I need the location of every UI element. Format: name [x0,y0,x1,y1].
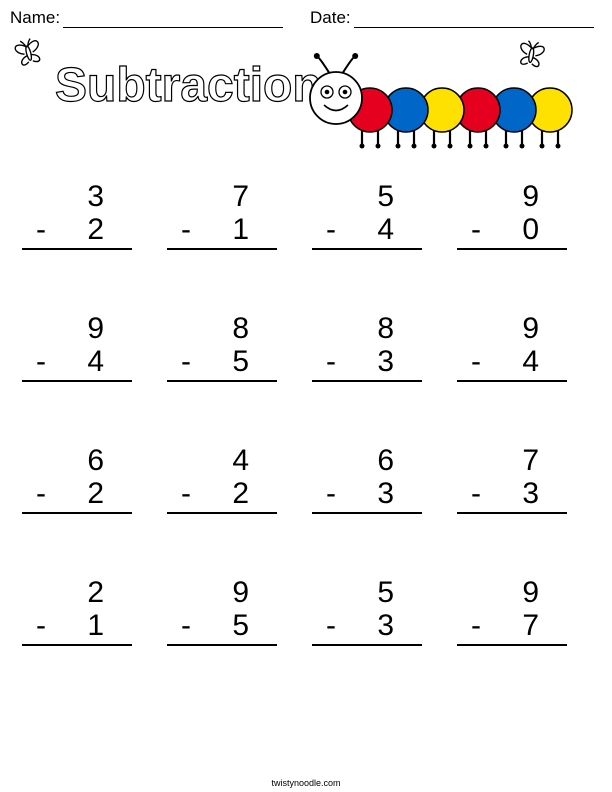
subtrahend: 2 [87,213,104,246]
minuend: 8 [167,312,277,345]
operator: - [471,213,481,246]
operator: - [181,345,191,378]
operator: - [471,609,481,642]
subtrahend: 0 [522,213,539,246]
answer-line[interactable] [167,644,277,646]
subtraction-problem: 9- 0 [457,180,567,250]
answer-line[interactable] [457,512,567,514]
date-blank[interactable] [354,10,594,28]
date-label: Date: [310,8,351,28]
subtrahend: 1 [87,609,104,642]
answer-line[interactable] [312,380,422,382]
subtraction-problem: 2- 1 [22,576,132,646]
answer-line[interactable] [22,380,132,382]
operator: - [471,477,481,510]
operator: - [181,213,191,246]
minuend: 2 [22,576,132,609]
name-blank[interactable] [63,10,283,28]
answer-line[interactable] [167,380,277,382]
minuend: 5 [312,576,422,609]
operator: - [326,213,336,246]
date-field: Date: [310,8,594,28]
subtrahend: 4 [377,213,394,246]
subtrahend: 2 [232,477,249,510]
minuend: 7 [167,180,277,213]
answer-line[interactable] [457,644,567,646]
problems-grid: 3-27-15-49-09-48-58-39-46-24-26-37-32-19… [22,180,592,646]
operator: - [36,345,46,378]
minuend: 6 [312,444,422,477]
subtrahend: 1 [232,213,249,246]
minuend: 9 [457,180,567,213]
operator: - [181,477,191,510]
answer-line[interactable] [22,644,132,646]
subtrahend: 4 [522,345,539,378]
subtrahend: 2 [87,477,104,510]
butterfly-icon [2,25,55,83]
page-title: Subtraction [55,58,322,113]
subtraction-problem: 6- 3 [312,444,422,514]
minuend: 9 [457,576,567,609]
subtraction-problem: 4- 2 [167,444,277,514]
answer-line[interactable] [457,248,567,250]
answer-line[interactable] [22,248,132,250]
answer-line[interactable] [167,512,277,514]
operator: - [326,477,336,510]
operator: - [36,609,46,642]
minuend: 7 [457,444,567,477]
operator: - [36,477,46,510]
subtrahend: 7 [522,609,539,642]
caterpillar-illustration [300,50,590,160]
subtraction-problem: 7- 1 [167,180,277,250]
subtraction-problem: 7- 3 [457,444,567,514]
subtraction-problem: 9- 4 [22,312,132,382]
answer-line[interactable] [22,512,132,514]
answer-line[interactable] [312,644,422,646]
operator: - [36,213,46,246]
minuend: 9 [167,576,277,609]
minuend: 3 [22,180,132,213]
footer-credit: twistynoodle.com [0,778,612,788]
subtrahend: 3 [522,477,539,510]
operator: - [181,609,191,642]
operator: - [326,609,336,642]
minuend: 5 [312,180,422,213]
name-label: Name: [10,8,60,28]
minuend: 6 [22,444,132,477]
answer-line[interactable] [457,380,567,382]
subtraction-problem: 3- 2 [22,180,132,250]
subtraction-problem: 5- 3 [312,576,422,646]
subtrahend: 3 [377,609,394,642]
minuend: 8 [312,312,422,345]
subtraction-problem: 8- 3 [312,312,422,382]
subtrahend: 4 [87,345,104,378]
minuend: 9 [457,312,567,345]
subtrahend: 3 [377,345,394,378]
subtrahend: 3 [377,477,394,510]
subtraction-problem: 6- 2 [22,444,132,514]
minuend: 9 [22,312,132,345]
answer-line[interactable] [167,248,277,250]
subtraction-problem: 9- 4 [457,312,567,382]
operator: - [326,345,336,378]
subtraction-problem: 8- 5 [167,312,277,382]
answer-line[interactable] [312,248,422,250]
name-field: Name: [10,8,283,28]
subtrahend: 5 [232,345,249,378]
minuend: 4 [167,444,277,477]
subtraction-problem: 9- 7 [457,576,567,646]
subtraction-problem: 9- 5 [167,576,277,646]
answer-line[interactable] [312,512,422,514]
operator: - [471,345,481,378]
subtrahend: 5 [232,609,249,642]
subtraction-problem: 5- 4 [312,180,422,250]
